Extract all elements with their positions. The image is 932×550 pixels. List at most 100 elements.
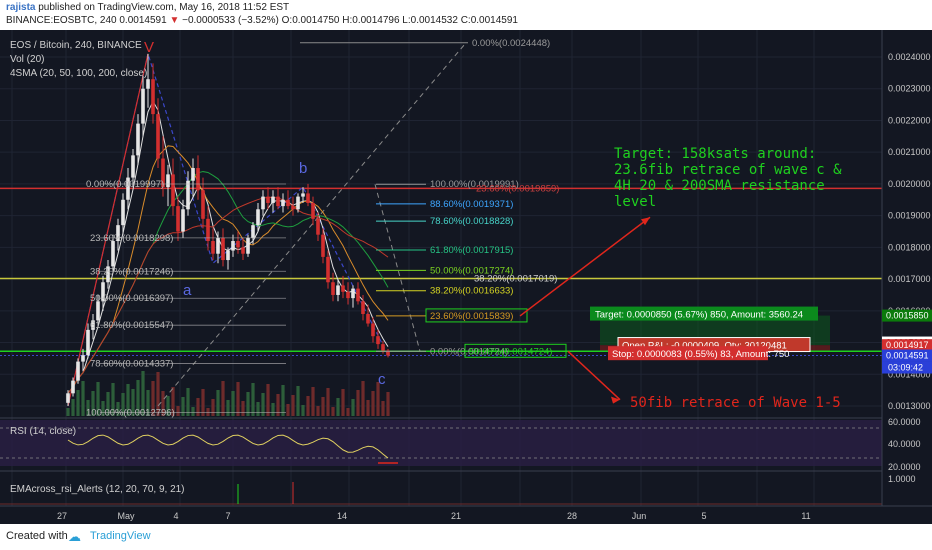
candle-body (151, 79, 155, 115)
candle-body (306, 193, 310, 203)
price-change: −0.0000533 (−3.52%) (182, 15, 279, 26)
candle-body (386, 350, 390, 356)
price-axis[interactable]: 0.0024000 0.0023000 0.0022000 0.0021000 0.00… (881, 30, 932, 524)
target-label: Target: 0.0000850 (5.67%) 850, Amount: 3… (595, 310, 803, 321)
candle-body (76, 361, 80, 381)
candle-body (241, 247, 245, 254)
target-note-line: 4H 20 & 200SMA resistance (614, 178, 825, 194)
candle-body (366, 313, 370, 324)
target-label-bg (590, 306, 818, 321)
volume-bar (286, 404, 290, 416)
time-tick: 21 (451, 511, 461, 521)
volume-bar (276, 394, 280, 416)
candle-body (251, 225, 255, 238)
candle-body (291, 206, 295, 210)
candle-body (351, 288, 355, 299)
volume-bar (321, 397, 325, 416)
sma-lines (67, 100, 389, 394)
candle-body (296, 196, 300, 210)
candle-body (96, 301, 100, 321)
volume-bar (291, 395, 295, 416)
fib-right-label: 100.00%(0.0019991) (430, 179, 519, 190)
volume-bar (86, 400, 90, 416)
wave-label-v: V (144, 39, 154, 56)
rsi-tick: 40.0000 (888, 439, 921, 449)
time-axis[interactable]: 27 May 4 7 14 21 28 Jun 5 11 (0, 505, 932, 521)
price-tick: 0.0020000 (888, 179, 931, 189)
volume-bar (221, 381, 225, 416)
time-tick: Jun (632, 511, 647, 521)
volume-bar (116, 402, 120, 416)
candle-body (66, 393, 70, 403)
fib-left-label: 78.60%(0.0014337) (90, 359, 173, 370)
wave-label-c: c (378, 371, 386, 388)
time-tick: 7 (225, 511, 230, 521)
volume-bar (226, 400, 230, 416)
fib-left-label: 100.00%(0.0012796) (86, 407, 175, 418)
price-tick: 0.0023000 (888, 84, 931, 94)
candle-body (301, 193, 305, 197)
last-price: 0.0014591 (119, 15, 167, 26)
legend-vol: Vol (20) (10, 54, 44, 65)
price-tick: 0.0024000 (888, 52, 931, 62)
candle-body (111, 241, 115, 267)
tradingview-link[interactable]: TradingView (90, 530, 151, 542)
volume-bar (341, 389, 345, 416)
volume-bar (71, 399, 75, 416)
candle-body (161, 158, 165, 188)
fib-right-label: 78.60%(0.0018828) (430, 216, 513, 227)
arrow-head (641, 217, 650, 226)
volume-bar (206, 408, 210, 416)
time-tick: 28 (567, 511, 577, 521)
volume-bar (161, 391, 165, 416)
fib-box (425, 308, 528, 323)
down-arrow-icon: ▼ (169, 15, 180, 26)
volume-bar (201, 389, 205, 416)
symbol-label: BINANCE:EOSBTC, 240 (6, 15, 117, 26)
price-tag-bg (882, 339, 932, 352)
candles (66, 53, 390, 406)
volume-bar (246, 392, 250, 416)
volume-bar (366, 400, 370, 416)
volume-bar (96, 382, 100, 416)
candle-body (216, 237, 220, 254)
volume-bar (326, 388, 330, 416)
volume-bar (271, 403, 275, 416)
rsi-band (0, 420, 882, 466)
candle-body (356, 288, 360, 302)
candle-body (226, 250, 230, 261)
arrow-head (611, 396, 620, 404)
volume-bar (216, 390, 220, 416)
volume-bar (356, 390, 360, 416)
chart-area[interactable]: 0.00%(0.0019997) 23.60%(0.0018298) 38.20%(… (0, 30, 932, 524)
sma-line (67, 145, 389, 394)
volume-bar (166, 396, 170, 416)
candle-body (286, 199, 290, 207)
ohlc-values: O:0.0014750 H:0.0014796 L:0.0014532 C:0.… (281, 15, 518, 26)
volume-bar (101, 401, 105, 416)
candle-body (276, 196, 280, 207)
rsi-tick: 60.0000 (888, 417, 921, 427)
volume-bar (66, 408, 70, 416)
volume-bar (336, 398, 340, 416)
volume-bar (331, 407, 335, 416)
publish-line: rajista published on TradingView.com, Ma… (6, 2, 289, 13)
candle-body (316, 218, 320, 235)
candle-body (176, 206, 180, 232)
candle-body (231, 241, 235, 251)
candle-body (206, 218, 210, 242)
fib-left-label: 61.80%(0.0015547) (90, 320, 173, 331)
arrow-line (519, 216, 651, 317)
volume-bar (171, 387, 175, 416)
candle-body (186, 180, 190, 210)
rsi-line (67, 434, 389, 459)
volume-bar (151, 381, 155, 416)
ema-tick: 1.0000 (888, 474, 916, 484)
candle-body (181, 209, 185, 232)
candle-body (166, 174, 170, 188)
author-link[interactable]: rajista (6, 2, 36, 13)
axis-bg (882, 30, 932, 524)
volume-bar (141, 371, 145, 416)
volume-bar (231, 391, 235, 416)
